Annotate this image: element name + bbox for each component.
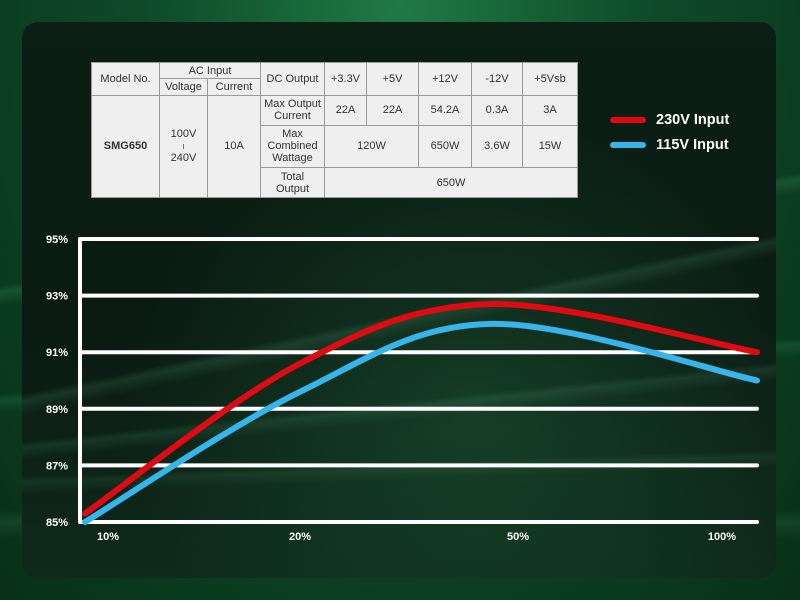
current-header: Current [207,78,261,96]
rail-5v-header: +5V [366,62,419,96]
voltage-value: 100V I 240V [159,94,208,199]
total-output-value: 650W [324,167,578,198]
legend-swatch-115v [610,142,646,148]
rail-minus12v-header: -12V [471,62,523,96]
x-tick-label: 10% [97,531,119,543]
data-point-230v [83,512,87,516]
rail-3v3-header: +3.3V [324,62,367,96]
spec-table: Model No. AC Input DC Output +3.3V +5V +… [91,61,578,199]
x-tick-label: 50% [507,531,529,543]
data-point-230v [488,302,492,306]
current-value: 10A [207,94,261,199]
max-current-12v: 54.2A [418,94,472,126]
chart-legend: 230V Input 115V Input [610,108,729,158]
y-tick-label: 93% [46,291,68,303]
data-point-115v [755,379,759,382]
y-tick-label: 85% [46,517,68,529]
legend-item-230v: 230V Input [610,108,729,132]
rail-12v-header: +12V [418,62,472,96]
y-tick-label: 87% [46,460,68,472]
legend-label-115v: 115V Input [656,137,729,153]
data-point-115v [298,390,302,394]
combined-5vsb: 15W [522,124,578,169]
data-point-230v [298,362,302,366]
series-line-230v [82,301,760,517]
voltage-top: 100V [170,128,197,141]
data-point-230v [755,350,759,354]
voltage-header: Voltage [159,78,208,96]
legend-item-115v: 115V Input [610,133,729,157]
combined-12v: 650W [418,124,472,169]
voltage-separator: I [182,144,185,152]
legend-label-230v: 230V Input [656,112,730,128]
max-output-current-label: Max Output Current [260,94,325,126]
data-point-115v [83,520,87,524]
data-point-115v [488,322,492,326]
series-line-115v [82,320,760,525]
x-tick-label: 20% [289,531,311,543]
y-tick-label: 91% [46,347,68,359]
model-value: SMG650 [91,94,160,199]
rail-5vsb-header: +5Vsb [522,62,578,96]
x-tick-label: 100% [708,531,736,543]
max-combined-wattage-label: Max Combined Wattage [260,124,325,169]
y-tick-label: 89% [46,404,68,416]
voltage-bottom: 240V [170,152,197,165]
combined-3v3-5v: 120W [324,124,419,169]
y-tick-label: 95% [46,234,68,246]
combined-minus12v: 3.6W [471,124,523,169]
legend-swatch-230v [610,117,646,123]
